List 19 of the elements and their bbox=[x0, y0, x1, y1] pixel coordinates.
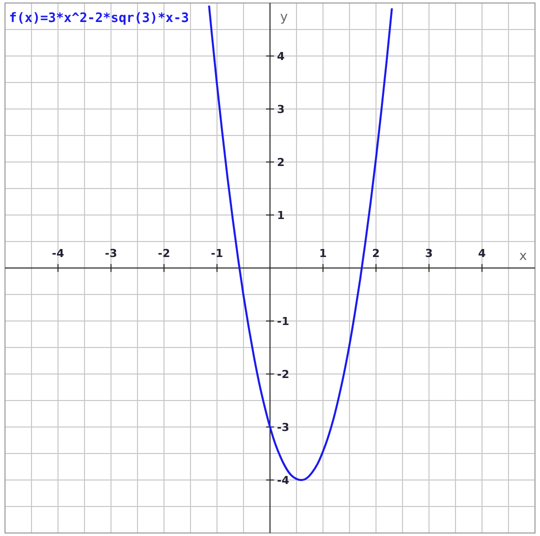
y-tick-label: -3 bbox=[277, 421, 290, 434]
x-tick-label: 2 bbox=[372, 247, 380, 260]
x-tick-label: -1 bbox=[210, 247, 224, 260]
text: f(x)=3*x^2-2*sqr(3)*x-3 bbox=[9, 11, 190, 26]
x-tick-label: 4 bbox=[478, 247, 486, 260]
y-tick-label: 3 bbox=[277, 103, 285, 116]
x-axis-title: x bbox=[519, 249, 528, 264]
x-tick-label: -3 bbox=[104, 247, 118, 260]
y-tick-label: 1 bbox=[277, 209, 285, 222]
y-axis-title: y bbox=[280, 10, 288, 25]
x-tick-label: 3 bbox=[425, 247, 433, 260]
y-tick-label: -4 bbox=[277, 474, 290, 487]
x-tick-label: -4 bbox=[52, 247, 64, 260]
y-tick-label: 4 bbox=[277, 50, 285, 63]
y-tick-label: 2 bbox=[277, 156, 285, 169]
y-tick-label: -1 bbox=[277, 315, 290, 328]
x-tick-label: 1 bbox=[319, 247, 327, 260]
x-tick-label: -2 bbox=[158, 247, 170, 260]
y-tick-label: -2 bbox=[277, 368, 290, 381]
